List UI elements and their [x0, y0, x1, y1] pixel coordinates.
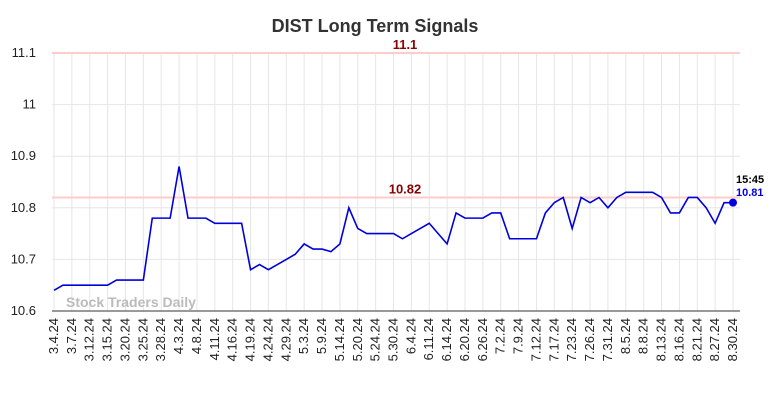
x-tick-label: 4.11.24 — [207, 318, 222, 360]
x-tick-label: 8.27.24 — [707, 318, 722, 361]
x-tick-label: 3.25.24 — [135, 318, 150, 361]
x-tick-label: 8.8.24 — [636, 318, 651, 354]
reference-label: 11.1 — [393, 37, 418, 52]
y-tick-label: 10.8 — [11, 200, 36, 215]
x-tick-label: 4.8.24 — [189, 318, 204, 354]
last-point — [729, 198, 737, 207]
y-tick-label: 10.9 — [11, 148, 36, 163]
y-tick-label: 11 — [23, 97, 37, 112]
x-tick-label: 4.3.24 — [171, 318, 186, 354]
x-tick-label: 5.24.24 — [368, 318, 383, 361]
x-tick-label: 7.23.24 — [564, 318, 579, 361]
price-line — [53, 166, 733, 292]
chart-title: DIST Long Term Signals — [272, 16, 479, 36]
x-tick-label: 4.19.24 — [243, 318, 258, 361]
x-tick-label: 7.2.24 — [493, 318, 508, 354]
x-tick-label: 5.14.24 — [332, 318, 347, 361]
reference-label: 10.82 — [389, 181, 422, 196]
x-tick-label: 7.17.24 — [546, 318, 561, 361]
x-tick-label: 5.20.24 — [350, 318, 365, 361]
x-tick-label: 7.26.24 — [582, 318, 597, 361]
x-tick-label: 3.28.24 — [153, 318, 168, 361]
x-tick-label: 6.20.24 — [457, 318, 472, 361]
x-tick-label: 3.4.24 — [46, 318, 61, 354]
x-tick-label: 4.29.24 — [278, 318, 293, 361]
x-tick-label: 3.20.24 — [117, 318, 132, 361]
y-tick-label: 10.7 — [11, 251, 36, 266]
x-tick-label: 3.7.24 — [64, 318, 79, 354]
x-tick-label: 3.12.24 — [82, 318, 97, 361]
y-tick-label: 11.1 — [12, 45, 36, 60]
end-time: 15:45 — [736, 174, 764, 186]
x-tick-label: 3.15.24 — [100, 318, 115, 361]
x-tick-label: 7.12.24 — [528, 318, 543, 361]
x-tick-label: 8.5.24 — [618, 318, 633, 354]
x-tick-label: 6.14.24 — [439, 318, 454, 361]
x-tick-label: 5.9.24 — [314, 318, 329, 354]
x-tick-label: 8.21.24 — [689, 318, 704, 361]
x-tick-label: 8.16.24 — [671, 318, 686, 361]
end-value: 10.81 — [736, 187, 764, 199]
x-tick-label: 7.31.24 — [600, 318, 615, 361]
x-tick-label: 5.30.24 — [386, 318, 401, 361]
x-tick-label: 8.13.24 — [654, 318, 669, 361]
x-tick-label: 8.30.24 — [725, 318, 740, 361]
x-tick-label: 6.4.24 — [403, 318, 418, 354]
x-tick-label: 6.11.24 — [421, 318, 436, 360]
x-tick-label: 5.3.24 — [296, 318, 311, 354]
y-tick-label: 10.6 — [11, 303, 36, 318]
x-tick-label: 7.9.24 — [511, 318, 526, 354]
x-tick-label: 4.24.24 — [260, 318, 275, 361]
watermark: Stock Traders Daily — [66, 294, 196, 310]
x-tick-label: 6.26.24 — [475, 318, 490, 361]
x-tick-label: 4.16.24 — [225, 318, 240, 361]
